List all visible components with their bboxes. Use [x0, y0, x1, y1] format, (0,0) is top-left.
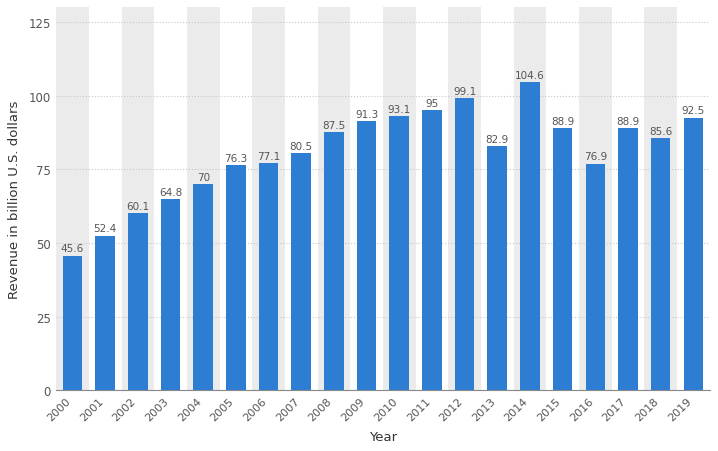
Bar — [553, 129, 572, 390]
Bar — [454, 99, 475, 390]
Bar — [258, 164, 279, 390]
Bar — [513, 8, 546, 390]
Text: 88.9: 88.9 — [551, 117, 574, 127]
Bar — [520, 83, 540, 390]
Bar — [585, 164, 605, 390]
Bar — [193, 184, 213, 390]
Bar — [389, 117, 409, 390]
Bar — [579, 8, 612, 390]
Text: 77.1: 77.1 — [257, 152, 280, 161]
Bar — [121, 8, 154, 390]
Bar — [226, 166, 246, 390]
Bar — [488, 147, 507, 390]
Bar — [324, 133, 344, 390]
Bar — [357, 122, 376, 390]
X-axis label: Year: Year — [369, 430, 397, 443]
Bar — [56, 8, 89, 390]
Text: 60.1: 60.1 — [126, 201, 149, 212]
Text: 76.9: 76.9 — [584, 152, 607, 162]
Text: 87.5: 87.5 — [322, 121, 345, 131]
Text: 82.9: 82.9 — [485, 134, 509, 144]
Bar — [187, 8, 220, 390]
Text: 99.1: 99.1 — [453, 87, 476, 97]
Text: 80.5: 80.5 — [289, 142, 313, 152]
Bar — [317, 8, 350, 390]
Text: 92.5: 92.5 — [681, 106, 705, 116]
Bar — [651, 139, 671, 390]
Bar — [618, 129, 638, 390]
Text: 52.4: 52.4 — [93, 224, 117, 234]
Y-axis label: Revenue in billion U.S. dollars: Revenue in billion U.S. dollars — [9, 100, 22, 298]
Text: 93.1: 93.1 — [388, 104, 411, 115]
Bar — [383, 8, 416, 390]
Bar — [422, 111, 442, 390]
Text: 64.8: 64.8 — [159, 188, 182, 198]
Bar — [62, 256, 83, 390]
Text: 45.6: 45.6 — [61, 244, 84, 254]
Text: 85.6: 85.6 — [649, 126, 672, 136]
Bar — [128, 214, 148, 390]
Bar — [644, 8, 677, 390]
Bar — [95, 236, 115, 390]
Bar — [292, 154, 311, 390]
Text: 76.3: 76.3 — [224, 154, 248, 164]
Bar — [252, 8, 285, 390]
Text: 91.3: 91.3 — [355, 110, 378, 120]
Text: 70: 70 — [197, 172, 210, 182]
Bar — [684, 119, 703, 390]
Text: 104.6: 104.6 — [515, 71, 545, 81]
Bar — [448, 8, 481, 390]
Text: 88.9: 88.9 — [616, 117, 640, 127]
Bar — [161, 200, 180, 390]
Text: 95: 95 — [425, 99, 439, 109]
